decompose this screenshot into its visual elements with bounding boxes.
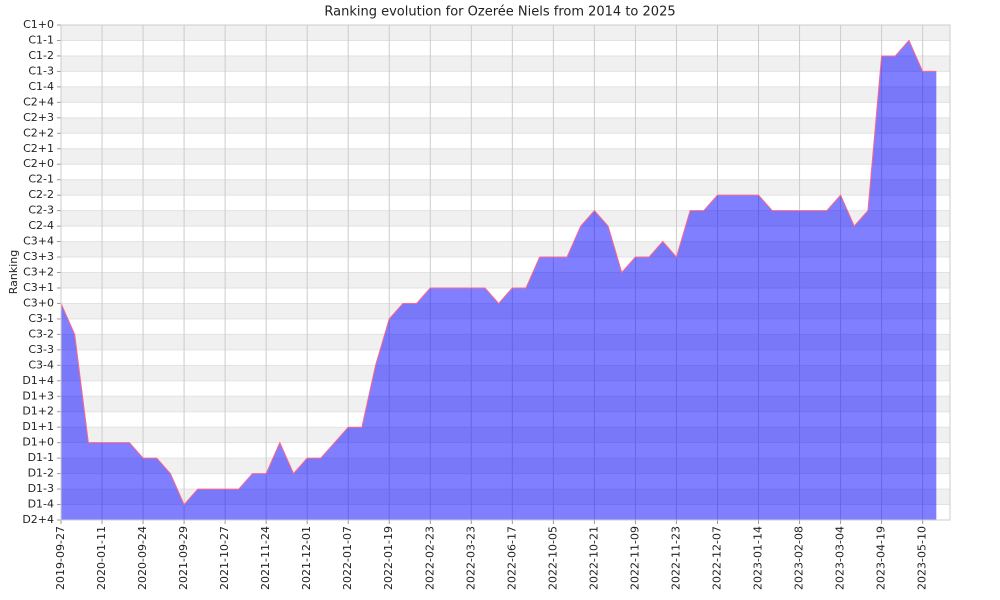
y-tick-label: C1-3 (28, 64, 54, 77)
x-tick-label: 2022-12-07 (710, 526, 723, 590)
y-tick-label: C3+1 (23, 281, 54, 294)
y-tick-label: C3+0 (23, 296, 54, 309)
y-tick-label: C1-4 (28, 80, 54, 93)
y-tick-label: C3+2 (23, 266, 54, 279)
x-tick-label: 2020-01-11 (95, 526, 108, 590)
y-tick-label: C2+0 (23, 157, 54, 170)
y-tick-label: C2+2 (23, 126, 54, 139)
x-tick-label: 2022-11-23 (669, 526, 682, 590)
x-tick-label: 2023-03-04 (834, 526, 847, 590)
y-tick-label: C1-1 (28, 33, 54, 46)
y-tick-label: C3-3 (28, 343, 54, 356)
y-tick-label: D1-3 (28, 482, 54, 495)
x-tick-label: 2022-06-17 (505, 526, 518, 590)
y-tick-label: C3-2 (28, 327, 54, 340)
y-tick-label: C2-2 (28, 188, 54, 201)
x-tick-label: 2023-02-08 (793, 526, 806, 590)
y-tick-label: D1+1 (22, 420, 54, 433)
x-tick-label: 2022-01-19 (382, 526, 395, 590)
x-tick-label: 2023-05-10 (916, 526, 929, 590)
y-tick-label: D1+0 (22, 436, 54, 449)
y-tick-label: C2+1 (23, 142, 54, 155)
y-tick-label: C2+3 (23, 111, 54, 124)
x-tick-label: 2022-03-23 (464, 526, 477, 590)
y-tick-label: D1+2 (22, 405, 54, 418)
x-tick-label: 2022-10-21 (587, 526, 600, 590)
x-tick-label: 2022-11-09 (628, 526, 641, 590)
y-tick-label: D1-1 (28, 451, 54, 464)
plot-frame (60, 24, 951, 521)
x-tick-label: 2021-09-29 (177, 526, 190, 590)
x-tick-label: 2023-01-14 (752, 526, 765, 590)
y-tick-label: D1-4 (28, 498, 54, 511)
x-tick-label: 2019-09-27 (54, 526, 67, 590)
grid-band (61, 179, 950, 196)
area (61, 40, 937, 520)
x-tick-label: 2021-12-01 (300, 526, 313, 590)
y-tick-label: C1+0 (23, 18, 54, 31)
y-tick-label: D1-2 (28, 467, 54, 480)
grid-band (61, 148, 950, 165)
y-tick-label: C2-1 (28, 173, 54, 186)
y-tick-label: C1-2 (28, 49, 54, 62)
grid-band (61, 55, 950, 72)
line (60, 39, 937, 506)
x-tick-label: 2021-10-27 (218, 526, 231, 590)
grid-band (61, 117, 950, 134)
y-tick-label: C3-1 (28, 312, 54, 325)
x-tick-label: 2023-04-19 (875, 526, 888, 590)
y-tick-label: C2+4 (23, 95, 54, 108)
x-tick-label: 2022-01-07 (341, 526, 354, 590)
y-tick-label: D2+4 (22, 513, 54, 526)
y-tick-label: C3-4 (28, 358, 54, 371)
grid-band (61, 86, 950, 103)
y-tick-label: D1+3 (22, 389, 54, 402)
x-tick-label: 2021-11-24 (259, 526, 272, 590)
y-tick-label: C2-4 (28, 219, 54, 232)
x-tick-label: 2022-02-23 (423, 526, 436, 590)
x-tick-label: 2022-10-05 (546, 526, 559, 590)
y-tick-label: C2-3 (28, 204, 54, 217)
y-tick-label: C3+4 (23, 235, 54, 248)
x-tick-label: 2020-09-24 (136, 526, 149, 590)
y-axis-title: Ranking (7, 250, 20, 295)
chart-title: Ranking evolution for Ozerée Niels from … (324, 5, 675, 20)
grid-band (61, 25, 950, 41)
y-tick-label: C3+3 (23, 250, 54, 263)
y-tick-label: D1+4 (22, 374, 54, 387)
